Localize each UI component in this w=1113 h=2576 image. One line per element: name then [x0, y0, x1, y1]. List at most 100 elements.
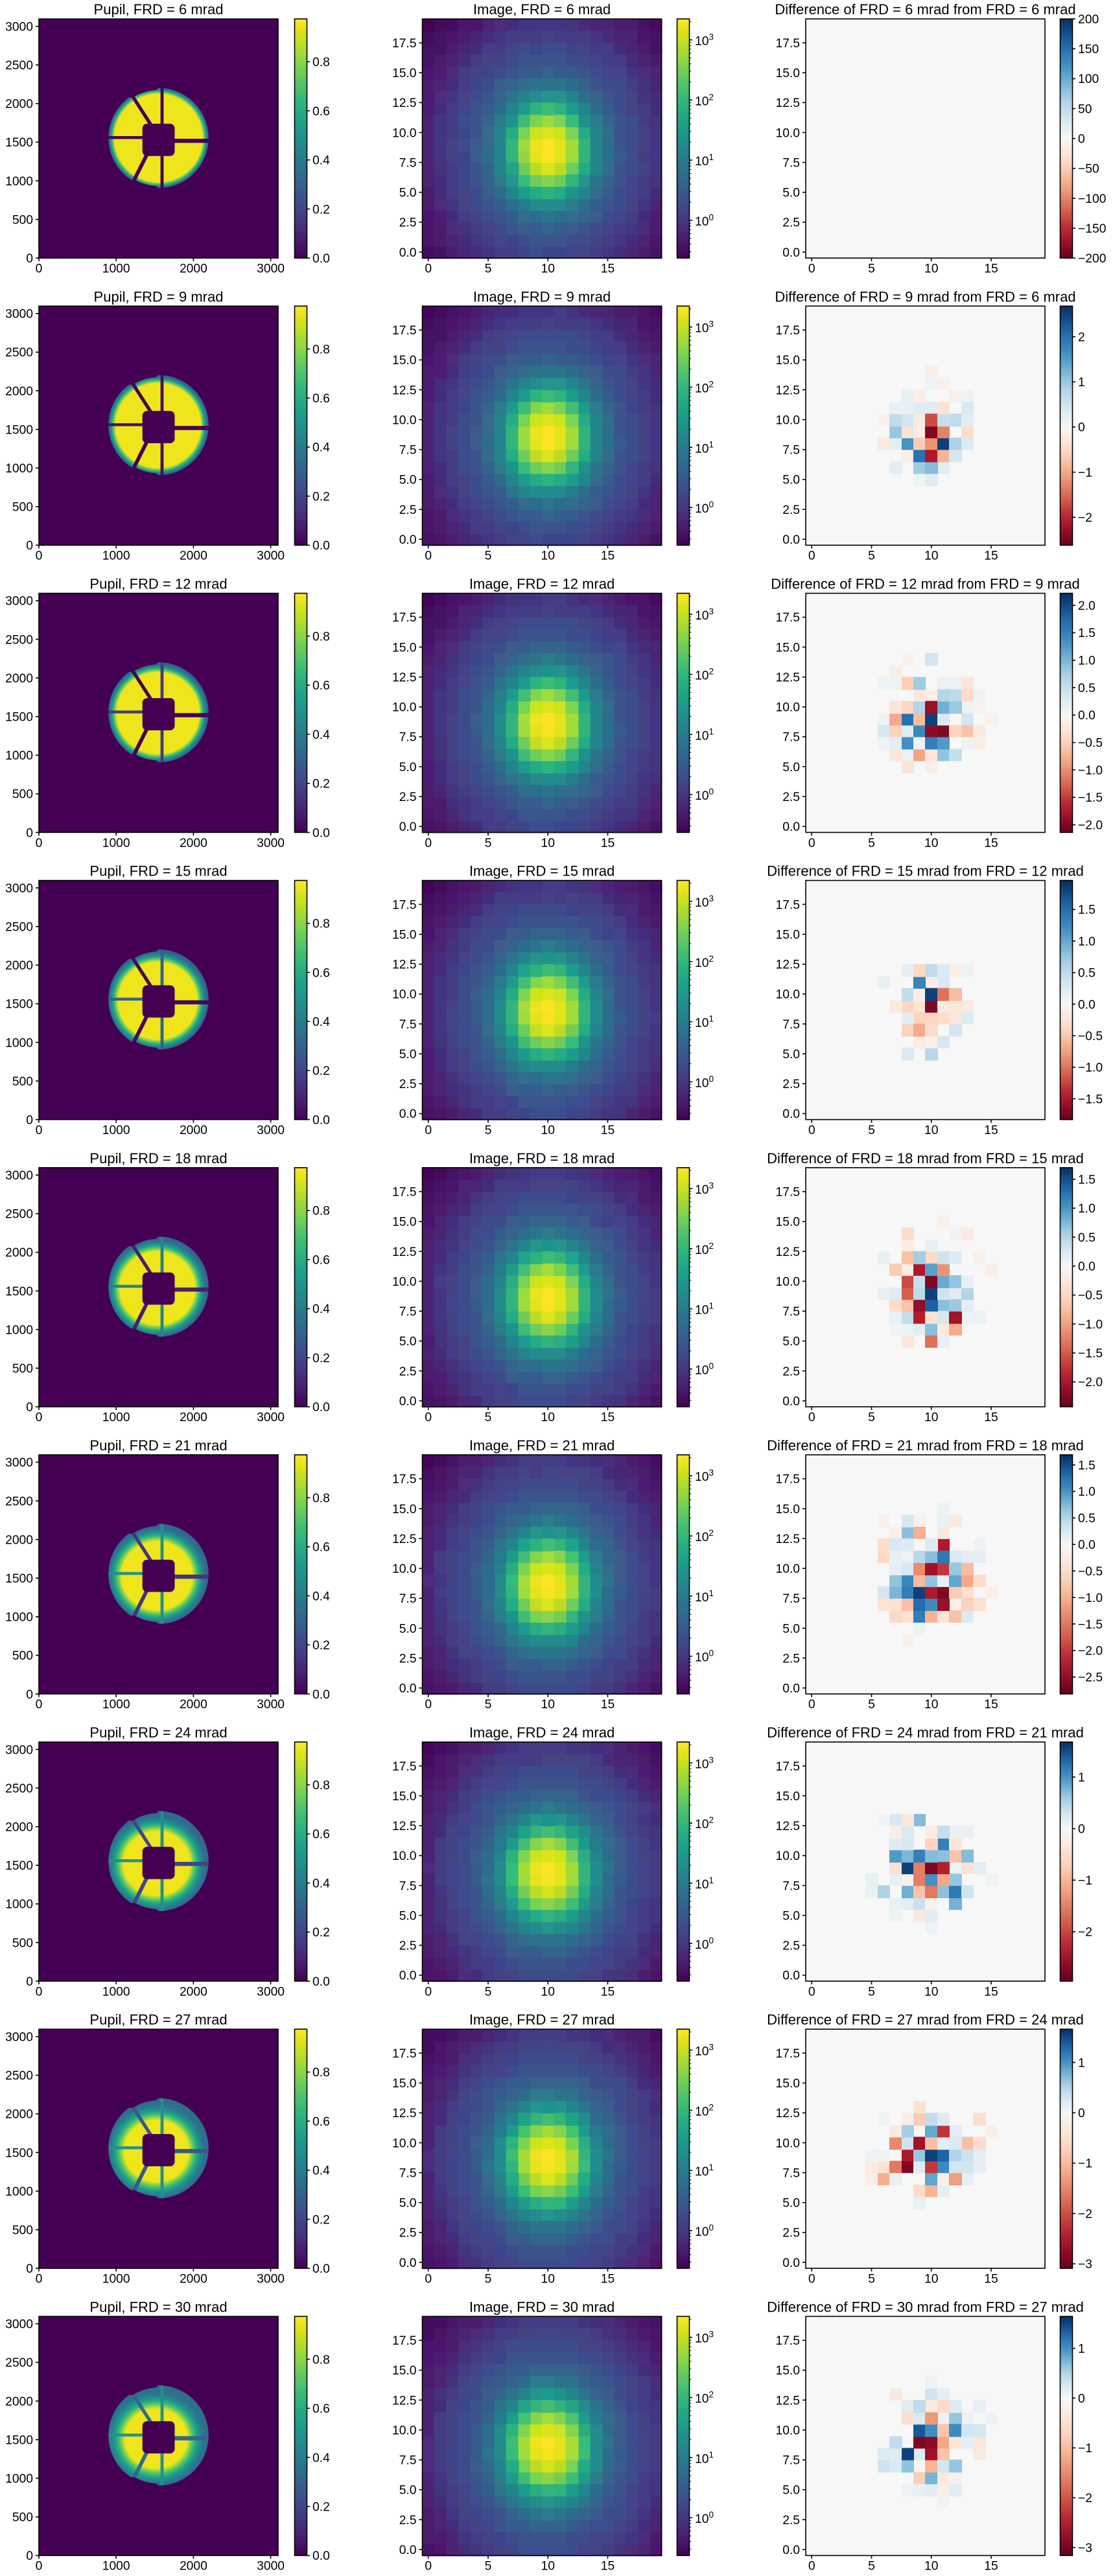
svg-text:3000: 3000 — [257, 2273, 285, 2286]
svg-text:Difference of FRD = 12 mrad fr: Difference of FRD = 12 mrad from FRD = 9… — [771, 576, 1079, 592]
svg-text:15.0: 15.0 — [775, 641, 800, 655]
svg-text:10: 10 — [541, 550, 554, 563]
svg-text:1.0: 1.0 — [1078, 1485, 1095, 1499]
svg-text:0.0: 0.0 — [312, 2262, 330, 2276]
svg-text:10.0: 10.0 — [775, 988, 800, 1002]
svg-text:Image, FRD = 6 mrad: Image, FRD = 6 mrad — [473, 1, 611, 17]
svg-text:12.5: 12.5 — [775, 1533, 800, 1546]
svg-text:103: 103 — [695, 2330, 714, 2346]
svg-text:5.0: 5.0 — [782, 1335, 800, 1349]
svg-text:0: 0 — [1078, 1823, 1085, 1837]
svg-text:0: 0 — [36, 1411, 43, 1424]
svg-text:0.6: 0.6 — [312, 105, 330, 119]
svg-text:5: 5 — [868, 2560, 875, 2573]
svg-text:0: 0 — [425, 1411, 432, 1424]
svg-text:0.4: 0.4 — [312, 1590, 330, 1603]
svg-text:10.0: 10.0 — [392, 2424, 417, 2438]
svg-text:12.5: 12.5 — [392, 671, 417, 685]
svg-text:10: 10 — [924, 1411, 938, 1424]
svg-text:5.0: 5.0 — [399, 2197, 417, 2210]
svg-text:12.5: 12.5 — [775, 97, 800, 110]
svg-text:5.0: 5.0 — [782, 761, 800, 774]
svg-text:7.5: 7.5 — [782, 1305, 800, 1319]
svg-text:5: 5 — [868, 1985, 875, 1999]
svg-text:1.0: 1.0 — [1078, 1202, 1095, 1216]
svg-text:2.5: 2.5 — [399, 791, 417, 804]
svg-text:Pupil, FRD = 24 mrad: Pupil, FRD = 24 mrad — [89, 1724, 227, 1741]
svg-text:5.0: 5.0 — [399, 761, 417, 774]
svg-text:0.5: 0.5 — [1078, 1231, 1095, 1245]
svg-text:−1.0: −1.0 — [1078, 1062, 1103, 1075]
svg-text:15: 15 — [984, 1698, 998, 1712]
svg-text:10.0: 10.0 — [775, 413, 800, 427]
svg-text:0.4: 0.4 — [312, 728, 330, 742]
svg-text:0.0: 0.0 — [399, 1969, 417, 1983]
svg-text:50: 50 — [1078, 102, 1092, 116]
svg-text:−50: −50 — [1078, 163, 1099, 176]
svg-text:5: 5 — [485, 2560, 492, 2573]
svg-text:7.5: 7.5 — [782, 156, 800, 170]
svg-text:17.5: 17.5 — [392, 2334, 417, 2348]
svg-text:2500: 2500 — [5, 1208, 33, 1222]
svg-text:7.5: 7.5 — [782, 2454, 800, 2468]
svg-text:0: 0 — [808, 2560, 815, 2573]
svg-text:15: 15 — [984, 2273, 998, 2286]
svg-text:12.5: 12.5 — [392, 2394, 417, 2408]
svg-text:17.5: 17.5 — [775, 1760, 800, 1774]
svg-text:10: 10 — [924, 1124, 938, 1137]
svg-text:Pupil, FRD = 9 mrad: Pupil, FRD = 9 mrad — [94, 288, 224, 305]
svg-text:15.0: 15.0 — [775, 929, 800, 942]
svg-text:0: 0 — [1078, 2107, 1085, 2120]
svg-text:2.5: 2.5 — [782, 2514, 800, 2527]
svg-text:0.8: 0.8 — [312, 343, 330, 356]
svg-text:0: 0 — [808, 550, 815, 563]
svg-text:500: 500 — [12, 788, 33, 802]
svg-text:0.2: 0.2 — [312, 1926, 330, 1940]
svg-text:−1: −1 — [1078, 2442, 1092, 2455]
svg-text:0.6: 0.6 — [312, 2402, 330, 2416]
svg-text:2.5: 2.5 — [399, 216, 417, 230]
svg-text:10: 10 — [924, 837, 938, 850]
svg-text:10.0: 10.0 — [392, 1275, 417, 1289]
svg-text:0.0: 0.0 — [1078, 1260, 1095, 1274]
svg-text:500: 500 — [12, 1362, 33, 1376]
svg-text:2500: 2500 — [5, 1782, 33, 1796]
svg-text:2000: 2000 — [180, 1411, 207, 1424]
svg-text:0.4: 0.4 — [312, 1877, 330, 1891]
svg-text:10.0: 10.0 — [392, 1562, 417, 1576]
svg-text:5: 5 — [485, 262, 492, 276]
svg-text:0: 0 — [26, 2262, 33, 2276]
svg-text:10: 10 — [924, 1985, 938, 1999]
svg-text:500: 500 — [12, 1936, 33, 1950]
svg-text:15: 15 — [601, 1985, 615, 1999]
svg-text:12.5: 12.5 — [392, 2107, 417, 2120]
svg-text:2.5: 2.5 — [782, 216, 800, 230]
svg-text:1000: 1000 — [102, 2560, 130, 2573]
svg-text:0.0: 0.0 — [312, 1688, 330, 1702]
svg-text:0: 0 — [36, 837, 43, 850]
svg-text:17.5: 17.5 — [392, 1473, 417, 1487]
svg-text:2: 2 — [1078, 331, 1085, 345]
svg-text:2.5: 2.5 — [399, 1365, 417, 1378]
svg-text:12.5: 12.5 — [775, 1820, 800, 1833]
svg-text:10.0: 10.0 — [392, 988, 417, 1002]
svg-text:15.0: 15.0 — [775, 2364, 800, 2378]
svg-text:15.0: 15.0 — [392, 641, 417, 655]
svg-text:7.5: 7.5 — [399, 1018, 417, 1032]
svg-text:1.0: 1.0 — [1078, 935, 1095, 949]
svg-text:0.0: 0.0 — [399, 533, 417, 547]
svg-text:15: 15 — [601, 1698, 615, 1712]
svg-text:10.0: 10.0 — [392, 413, 417, 427]
svg-text:2500: 2500 — [5, 921, 33, 934]
svg-text:2000: 2000 — [5, 959, 33, 973]
svg-text:17.5: 17.5 — [775, 1473, 800, 1487]
svg-text:0.0: 0.0 — [782, 2257, 800, 2270]
svg-text:−1.5: −1.5 — [1078, 1093, 1103, 1106]
svg-text:0.6: 0.6 — [312, 392, 330, 406]
svg-text:7.5: 7.5 — [782, 1879, 800, 1893]
svg-text:15: 15 — [984, 837, 998, 850]
svg-text:0: 0 — [26, 826, 33, 840]
svg-text:0: 0 — [26, 1688, 33, 1702]
svg-text:17.5: 17.5 — [775, 2334, 800, 2348]
svg-text:0: 0 — [36, 1985, 43, 1999]
